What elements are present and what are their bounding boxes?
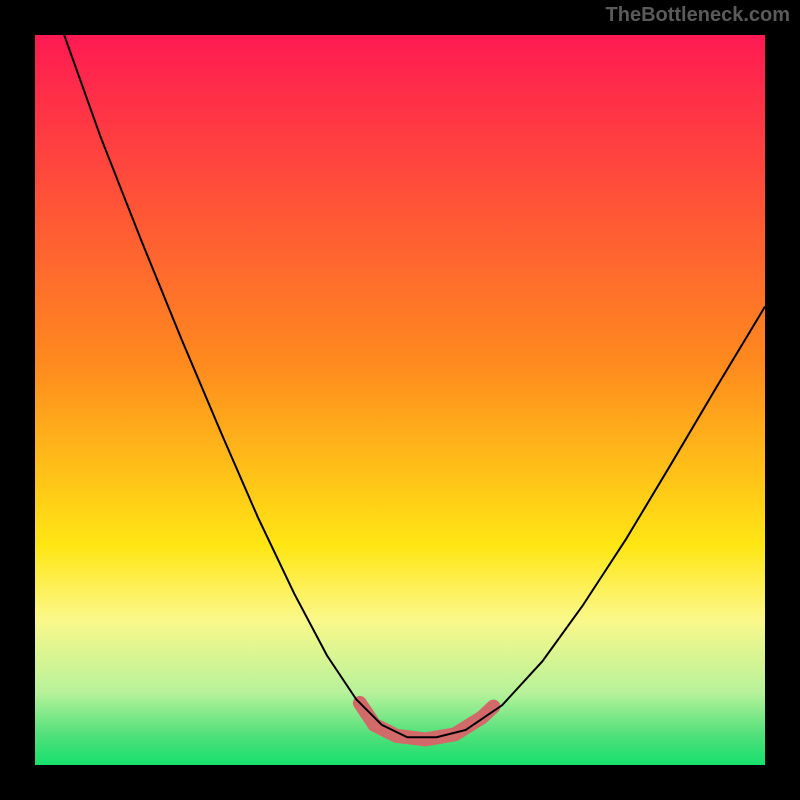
gradient-plot-area (35, 35, 765, 765)
curve-layer (35, 35, 765, 765)
bottom-accent-path (360, 703, 494, 740)
watermark-text: TheBottleneck.com (606, 4, 790, 27)
main-curve-path (64, 35, 765, 737)
